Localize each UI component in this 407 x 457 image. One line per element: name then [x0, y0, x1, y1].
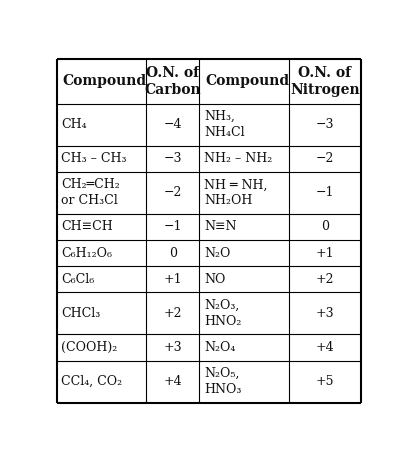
Text: Compound: Compound: [205, 74, 289, 88]
Text: CH≡CH: CH≡CH: [61, 220, 113, 234]
Text: −3: −3: [164, 152, 182, 165]
Text: NH₃,
NH₄Cl: NH₃, NH₄Cl: [204, 110, 245, 139]
Text: +3: +3: [315, 307, 334, 320]
Text: NH ═ NH,
NH₂OH: NH ═ NH, NH₂OH: [204, 178, 267, 207]
Text: N₂O₅,
HNO₃: N₂O₅, HNO₃: [204, 367, 241, 396]
Text: +4: +4: [315, 341, 334, 354]
Text: N₂O₄: N₂O₄: [204, 341, 235, 354]
Text: CH₃ – CH₃: CH₃ – CH₃: [61, 152, 127, 165]
Text: O.N. of
Carbon: O.N. of Carbon: [144, 66, 201, 97]
Text: CCl₄, CO₂: CCl₄, CO₂: [61, 375, 122, 388]
Text: C₆H₁₂O₆: C₆H₁₂O₆: [61, 247, 112, 260]
Text: N₂O: N₂O: [204, 247, 230, 260]
Text: O.N. of
Nitrogen: O.N. of Nitrogen: [290, 66, 360, 97]
Text: NH₂ – NH₂: NH₂ – NH₂: [204, 152, 272, 165]
Text: −1: −1: [316, 186, 334, 199]
Text: +2: +2: [164, 307, 182, 320]
Text: (COOH)₂: (COOH)₂: [61, 341, 117, 354]
Text: +5: +5: [316, 375, 334, 388]
Text: 0: 0: [169, 247, 177, 260]
Text: −4: −4: [164, 118, 182, 131]
Text: CHCl₃: CHCl₃: [61, 307, 100, 320]
Text: Compound: Compound: [62, 74, 147, 88]
Text: −3: −3: [316, 118, 334, 131]
Text: NO: NO: [204, 273, 225, 286]
Text: −2: −2: [316, 152, 334, 165]
Text: CH₄: CH₄: [61, 118, 87, 131]
Text: +3: +3: [164, 341, 182, 354]
Text: +2: +2: [316, 273, 334, 286]
Text: −1: −1: [164, 220, 182, 234]
Text: +4: +4: [164, 375, 182, 388]
Text: +1: +1: [164, 273, 182, 286]
Text: N₂O₃,
HNO₂: N₂O₃, HNO₂: [204, 299, 241, 328]
Text: N≡N: N≡N: [204, 220, 236, 234]
Text: +1: +1: [315, 247, 334, 260]
Text: C₆Cl₆: C₆Cl₆: [61, 273, 94, 286]
Text: −2: −2: [164, 186, 182, 199]
Text: 0: 0: [321, 220, 329, 234]
Text: CH₂═CH₂
or CH₃Cl: CH₂═CH₂ or CH₃Cl: [61, 178, 120, 207]
